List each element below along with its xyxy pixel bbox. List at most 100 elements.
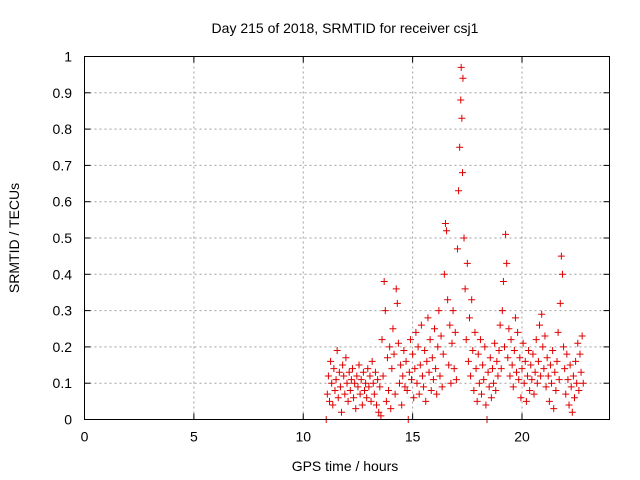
- data-point: [338, 408, 346, 416]
- data-point: [402, 357, 410, 365]
- data-point: [396, 379, 403, 387]
- data-point: [531, 368, 539, 376]
- data-point: [345, 368, 353, 376]
- data-point: [451, 328, 459, 336]
- data-point: [498, 307, 506, 315]
- data-point: [327, 357, 335, 365]
- data-point: [466, 314, 473, 322]
- data-point: [369, 379, 377, 387]
- data-point: [475, 379, 483, 387]
- data-point: [397, 361, 405, 369]
- data-point: [367, 397, 375, 405]
- data-point: [471, 328, 479, 336]
- data-point: [450, 365, 458, 373]
- data-point: [493, 357, 501, 365]
- data-point: [504, 354, 512, 362]
- data-point: [516, 354, 524, 362]
- data-point: [484, 368, 492, 376]
- data-point: [567, 383, 575, 391]
- data-point: [416, 361, 424, 369]
- data-point: [573, 379, 581, 387]
- data-point: [544, 372, 552, 380]
- data-point: [347, 376, 355, 384]
- data-point: [351, 379, 359, 387]
- data-point: [388, 365, 396, 373]
- data-point: [469, 347, 477, 355]
- data-point: [486, 354, 494, 362]
- data-point: [409, 350, 417, 358]
- data-point: [572, 357, 580, 365]
- data-point: [410, 394, 418, 402]
- data-point: [363, 394, 371, 402]
- y-tick-label: 0.9: [53, 85, 73, 101]
- data-point: [331, 386, 339, 394]
- data-point: [333, 347, 341, 355]
- data-point: [521, 357, 529, 365]
- data-point: [530, 390, 538, 398]
- data-point: [412, 328, 420, 336]
- data-point: [424, 314, 432, 322]
- y-tick-labels: 0 0.1 0.2 0.3 0.4 0.5 0.6 0.7 0.8 0.9 1: [53, 49, 73, 428]
- data-point: [398, 401, 406, 409]
- data-point: [448, 339, 456, 347]
- data-point: [423, 357, 431, 365]
- data-point: [323, 390, 331, 398]
- data-point: [408, 376, 416, 384]
- data-point: [418, 372, 426, 380]
- data-point: [432, 365, 440, 373]
- data-point: [335, 368, 343, 376]
- data-point: [429, 376, 437, 384]
- data-point: [426, 336, 434, 344]
- data-point: [508, 361, 516, 369]
- data-point: [540, 365, 548, 373]
- data-point: [520, 379, 528, 387]
- data-point: [324, 372, 332, 380]
- data-point: [332, 376, 340, 384]
- data-point: [371, 368, 379, 376]
- data-point: [510, 347, 518, 355]
- data-point: [577, 368, 585, 376]
- data-point: [403, 386, 411, 394]
- data-point: [374, 376, 382, 384]
- data-point: [353, 372, 361, 380]
- data-point: [386, 343, 394, 351]
- data-point: [549, 347, 557, 355]
- data-point: [439, 350, 447, 358]
- data-point: [444, 296, 452, 304]
- data-point: [415, 390, 423, 398]
- data-point: [330, 365, 338, 373]
- data-point: [368, 357, 376, 365]
- axis-ticks: [84, 56, 610, 420]
- data-point: [420, 383, 428, 391]
- data-point: [431, 325, 438, 333]
- data-point: [390, 350, 398, 358]
- data-point: [457, 96, 465, 104]
- data-point: [446, 321, 454, 329]
- data-point: [438, 383, 446, 391]
- data-point: [487, 394, 495, 402]
- data-point: [350, 394, 358, 402]
- x-tick-labels: 0 5 10 15 20: [81, 429, 530, 445]
- data-point: [563, 350, 571, 358]
- data-point: [348, 365, 356, 373]
- data-point: [571, 394, 578, 402]
- data-point: [533, 379, 541, 387]
- data-point: [519, 339, 527, 347]
- data-point: [534, 357, 542, 365]
- data-point: [452, 376, 460, 384]
- data-point: [344, 397, 352, 405]
- data-point: [491, 339, 499, 347]
- data-point: [528, 376, 536, 384]
- data-point: [357, 376, 365, 384]
- data-point: [361, 386, 368, 394]
- data-point: [339, 361, 347, 369]
- data-point: [568, 408, 576, 416]
- data-point: [503, 259, 511, 267]
- data-point: [511, 314, 519, 322]
- data-point: [551, 368, 559, 376]
- data-point: [526, 386, 534, 394]
- x-axis-label: GPS time / hours: [292, 458, 399, 474]
- data-point: [463, 259, 471, 267]
- data-point: [473, 397, 481, 405]
